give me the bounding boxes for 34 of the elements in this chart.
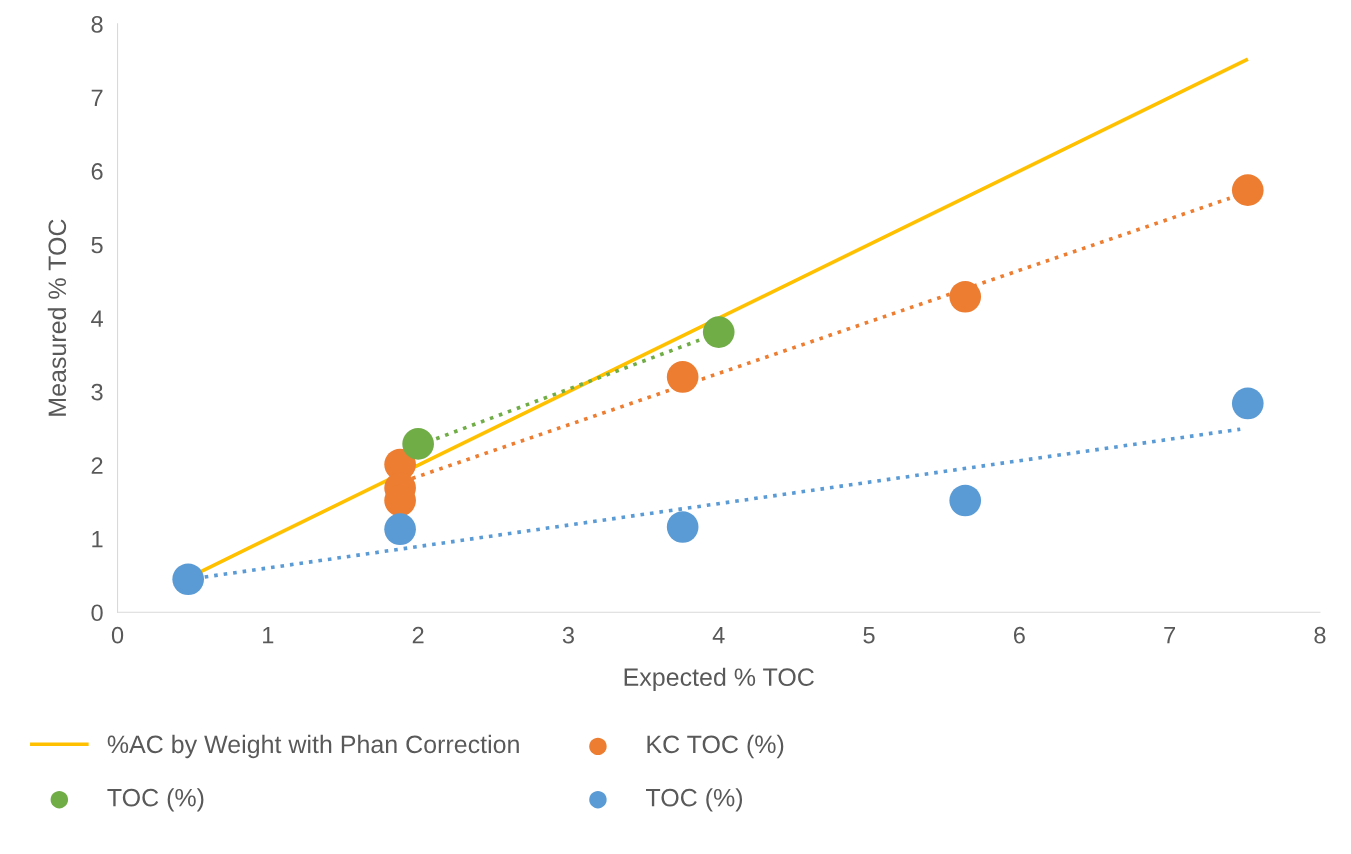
x-tick-label: 5	[863, 627, 875, 644]
legend-label: TOC (%)	[645, 788, 743, 812]
point	[702, 316, 735, 348]
y-tick-label: 8	[91, 15, 103, 33]
legend-label: KC TOC (%)	[647, 734, 784, 759]
y-tick-label: 3	[91, 383, 103, 401]
legend-label: %AC by Weight with Phan Correction	[107, 734, 519, 759]
x-tick-label: 3	[562, 626, 574, 644]
point	[666, 511, 699, 543]
x-tick-label: 0	[111, 626, 124, 644]
legend-label: TOC (%)	[107, 788, 204, 812]
x-tick-label: 8	[1314, 626, 1326, 644]
x-axis-title: Expected % TOC	[624, 667, 814, 691]
y-tick-label: 4	[91, 310, 103, 327]
point	[666, 361, 699, 393]
point	[384, 513, 416, 546]
point	[402, 428, 434, 460]
y-tick-label: 1	[92, 531, 103, 548]
x-tick-label: 6	[1013, 626, 1025, 644]
y-tick-label: 7	[91, 89, 103, 107]
x-tick-label: 2	[412, 626, 424, 644]
y-tick-label: 0	[91, 604, 103, 622]
point	[172, 563, 205, 596]
point	[1231, 174, 1264, 206]
x-tick-label: 4	[712, 627, 725, 644]
point	[949, 484, 982, 517]
y-tick-label: 5	[91, 236, 103, 254]
point	[949, 280, 982, 313]
y-axis-title: Measured % TOC	[47, 219, 67, 416]
x-tick-label: 1	[263, 627, 274, 644]
y-tick-label: 6	[91, 163, 103, 180]
x-tick-label: 7	[1164, 627, 1176, 644]
y-tick-label: 2	[91, 457, 103, 474]
point	[1231, 387, 1264, 420]
